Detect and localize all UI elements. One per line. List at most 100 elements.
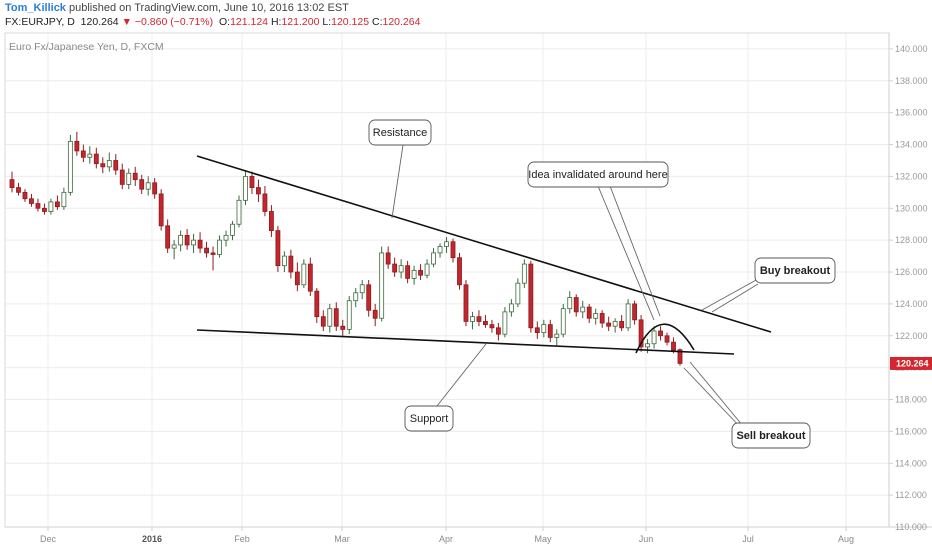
sell-breakout-label: Sell breakout (736, 430, 805, 442)
candle-down (210, 252, 216, 255)
last-price-marker: 120.264 (890, 356, 932, 370)
y-tick-label: 128.000 (895, 235, 928, 245)
candle-down (22, 191, 28, 200)
current-price: 120.264 (80, 16, 119, 28)
candle-down (450, 241, 456, 259)
symbol-label[interactable]: FX:EURJPY, D (5, 16, 75, 28)
y-tick-label: 114.000 (895, 458, 927, 468)
candle-down (606, 322, 612, 327)
candle-down (307, 263, 313, 292)
candle-up (353, 292, 359, 302)
candle-up (554, 333, 560, 338)
candle-up (379, 252, 385, 319)
candle-up (223, 234, 229, 241)
candle-down (288, 255, 294, 273)
candle-down (158, 193, 164, 227)
candle-down (340, 325, 346, 330)
candle-down (586, 306, 592, 319)
candle-down (489, 324, 495, 329)
candle-up (502, 311, 508, 335)
author-link[interactable]: Tom_Killick (5, 2, 66, 14)
candle-down (113, 160, 119, 171)
candle-down (204, 247, 209, 254)
candle-down (534, 327, 540, 333)
candle-down (385, 252, 391, 265)
candle-up (230, 223, 235, 236)
candle-up (87, 153, 93, 158)
support-label: Support (410, 413, 449, 425)
y-tick-label: 134.000 (895, 140, 928, 150)
publish-info: published on TradingView.com, June 10, 2… (69, 2, 349, 14)
chart-title: Euro Fx/Japanese Yen, D, FXCM (9, 41, 164, 53)
x-tick-label: Apr (439, 534, 453, 544)
candle-down (100, 163, 106, 168)
high-label: H: (270, 16, 282, 28)
candle-down (184, 234, 190, 246)
candle-up (541, 324, 547, 333)
candle-down (405, 265, 411, 279)
candlestick-series (9, 131, 683, 366)
ohlc-line: FX:EURJPY, D 120.264 ▼ −0.860 (−0.71%) O… (5, 16, 420, 28)
sell-breakout-pointer-1 (689, 361, 744, 427)
candle-down (392, 263, 398, 273)
candle-up (178, 234, 184, 246)
candle-up (411, 270, 417, 279)
candle-up (431, 252, 436, 265)
invalidated-callout[interactable]: Idea invalidated around here (527, 161, 669, 188)
x-tick-label: Mar (334, 534, 350, 544)
candle-down (165, 225, 171, 249)
candle-down (463, 284, 469, 322)
candle-down (93, 153, 99, 165)
candle-up (444, 241, 449, 247)
candle-down (197, 239, 203, 249)
open-value: 121.124 (230, 16, 269, 28)
candle-down (9, 179, 15, 188)
invalidated-label: Idea invalidated around here (528, 169, 667, 181)
y-tick-label: 110.000 (895, 522, 927, 532)
candle-down (476, 316, 482, 322)
candle-down (457, 257, 462, 286)
resistance-callout[interactable]: Resistance (368, 119, 432, 146)
support-trendline[interactable] (196, 329, 735, 355)
invalidation-arc[interactable] (635, 323, 695, 354)
candle-up (346, 300, 352, 330)
candle-down (366, 284, 372, 311)
candle-down (314, 290, 320, 318)
buy-breakout-pointer-2 (711, 283, 759, 313)
candle-down (152, 182, 158, 195)
support-callout[interactable]: Support (404, 405, 454, 432)
y-tick-label: 126.000 (895, 267, 928, 277)
candle-down (664, 335, 670, 343)
candle-down (372, 309, 378, 319)
x-tick-label: Feb (234, 534, 250, 544)
candle-down (119, 169, 125, 185)
candle-down (42, 207, 47, 212)
sell-breakout-callout[interactable]: Sell breakout (731, 422, 811, 449)
close-label: C: (372, 16, 383, 28)
buy-breakout-callout[interactable]: Buy breakout (754, 257, 836, 284)
candle-up (651, 330, 657, 345)
candle-up (243, 176, 248, 201)
candle-up (424, 263, 430, 276)
x-tick-label: Aug (838, 534, 854, 544)
y-tick-label: 132.000 (895, 171, 928, 181)
y-tick-label: 140.000 (895, 44, 928, 54)
candle-down (418, 270, 423, 276)
x-tick-label: 2016 (142, 534, 162, 544)
candle-down (35, 203, 41, 209)
candle-down (333, 308, 339, 327)
high-value: 121.200 (281, 16, 320, 28)
candle-up (301, 263, 307, 286)
close-value: 120.264 (382, 16, 421, 28)
candle-down (249, 176, 255, 188)
candle-down (528, 263, 534, 329)
resistance-trendline[interactable] (196, 155, 772, 333)
buy-breakout-label: Buy breakout (760, 265, 831, 277)
candle-down (658, 330, 663, 337)
y-tick-label: 136.000 (895, 108, 928, 118)
candle-down (294, 271, 300, 286)
candle-down (256, 187, 261, 195)
candle-up (437, 246, 443, 254)
resistance-label: Resistance (373, 127, 427, 139)
